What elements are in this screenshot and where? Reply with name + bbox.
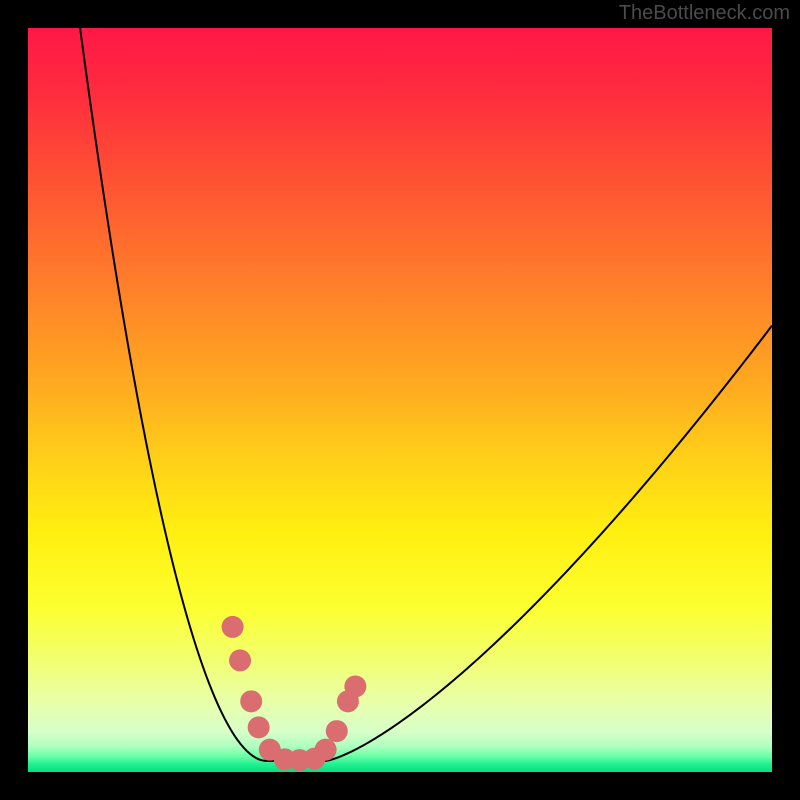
data-marker bbox=[229, 649, 251, 671]
plot-gradient bbox=[28, 28, 772, 772]
bottleneck-chart bbox=[0, 0, 800, 800]
watermark-text: TheBottleneck.com bbox=[619, 2, 790, 25]
data-marker bbox=[315, 739, 337, 761]
chart-container: { "watermark_text": "TheBottleneck.com",… bbox=[0, 0, 800, 800]
data-marker bbox=[222, 616, 244, 638]
data-marker bbox=[326, 720, 348, 742]
data-marker bbox=[344, 675, 366, 697]
data-marker bbox=[240, 690, 262, 712]
data-marker bbox=[248, 716, 270, 738]
